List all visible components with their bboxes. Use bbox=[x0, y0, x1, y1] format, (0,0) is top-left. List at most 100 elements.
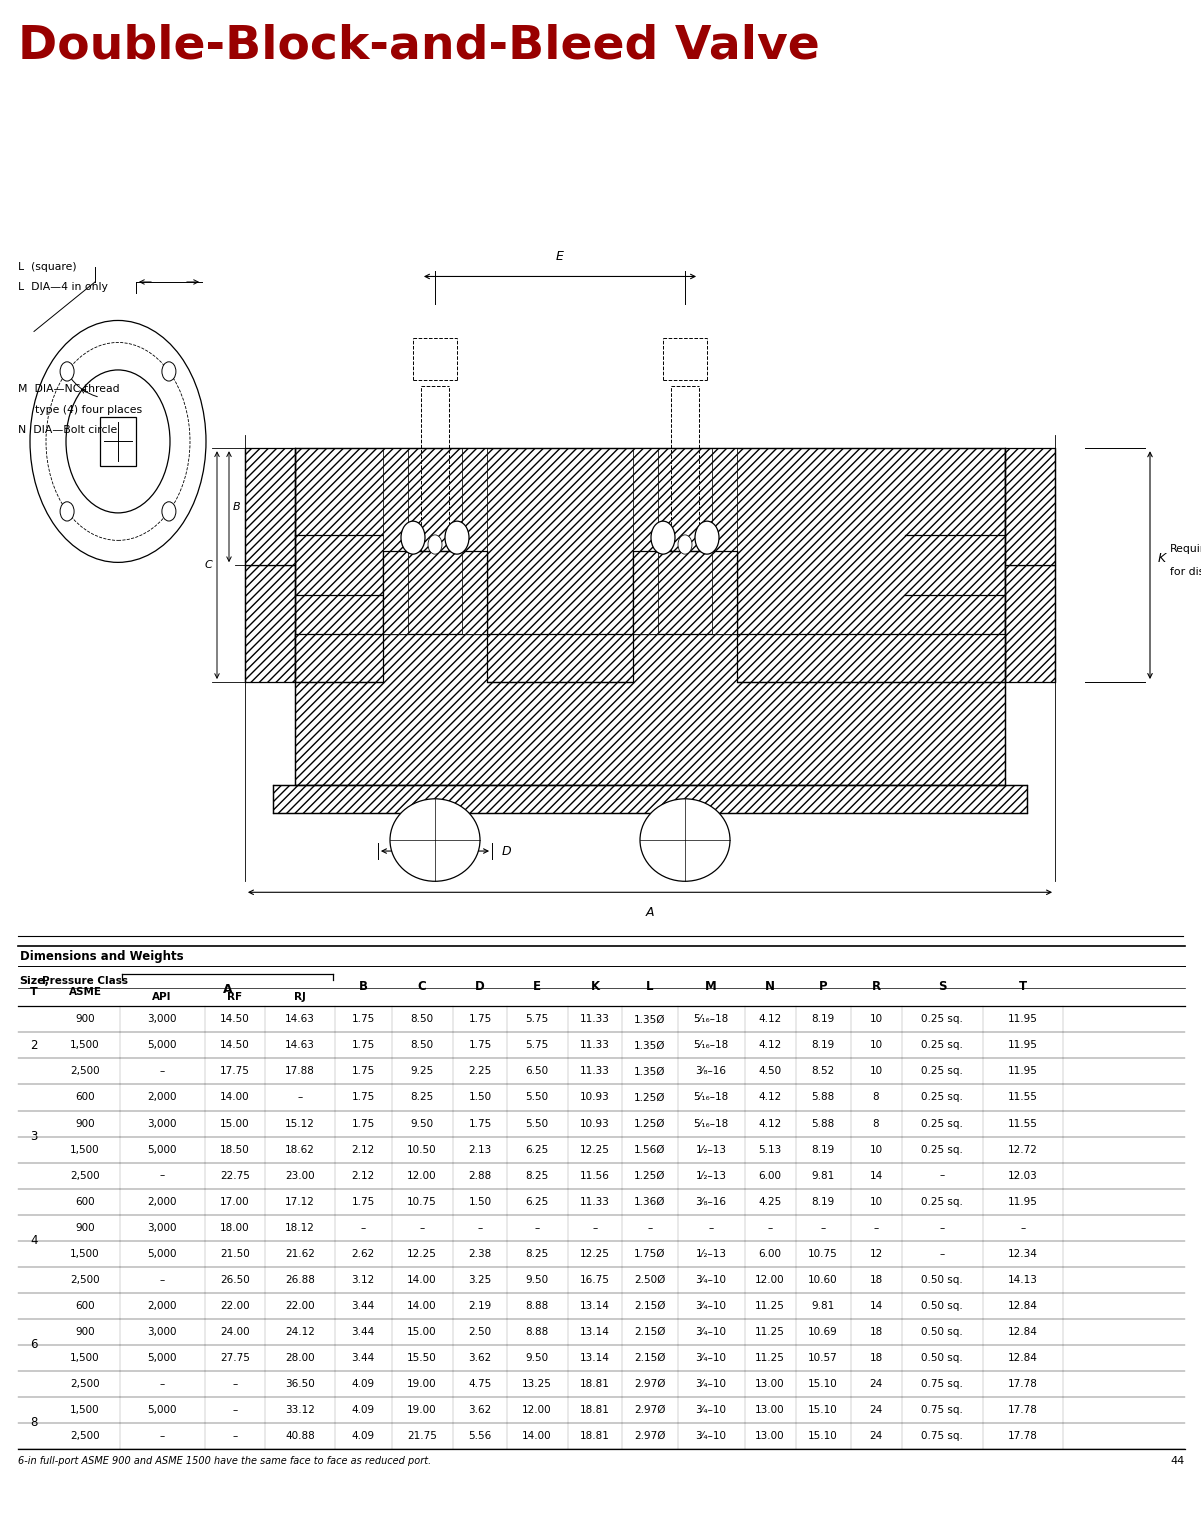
Text: 13.14: 13.14 bbox=[580, 1301, 610, 1310]
Text: E: E bbox=[556, 250, 564, 262]
Text: 17.78: 17.78 bbox=[1008, 1404, 1038, 1415]
Text: 2.97Ø: 2.97Ø bbox=[634, 1430, 665, 1441]
Text: 3⁄₄–10: 3⁄₄–10 bbox=[695, 1430, 727, 1441]
Bar bbox=[100, 417, 136, 467]
Text: 2.97Ø: 2.97Ø bbox=[634, 1404, 665, 1415]
Text: –: – bbox=[232, 1430, 238, 1441]
Text: 600: 600 bbox=[76, 1301, 95, 1310]
Text: 8.88: 8.88 bbox=[525, 1327, 549, 1336]
Text: 900: 900 bbox=[76, 1118, 95, 1129]
Text: 8.50: 8.50 bbox=[411, 1015, 434, 1024]
Polygon shape bbox=[737, 633, 1005, 682]
Text: RJ: RJ bbox=[294, 992, 306, 1003]
Text: 18: 18 bbox=[870, 1274, 883, 1285]
Text: 10.75: 10.75 bbox=[808, 1248, 838, 1259]
Text: 36.50: 36.50 bbox=[285, 1379, 315, 1389]
Text: E: E bbox=[533, 980, 540, 992]
Text: 15.00: 15.00 bbox=[407, 1327, 437, 1336]
Text: 6.50: 6.50 bbox=[526, 1067, 549, 1077]
Text: 11.95: 11.95 bbox=[1008, 1197, 1038, 1206]
Text: –: – bbox=[419, 1223, 425, 1233]
Text: 1.75: 1.75 bbox=[352, 1197, 375, 1206]
Text: K: K bbox=[591, 980, 599, 992]
Text: 0.50 sq.: 0.50 sq. bbox=[921, 1353, 963, 1364]
Polygon shape bbox=[383, 551, 486, 633]
Text: 900: 900 bbox=[76, 1327, 95, 1336]
Text: –: – bbox=[232, 1404, 238, 1415]
Text: 2.15Ø: 2.15Ø bbox=[634, 1327, 665, 1336]
Text: 2.12: 2.12 bbox=[352, 1171, 375, 1180]
Text: –: – bbox=[820, 1223, 825, 1233]
Text: 3.62: 3.62 bbox=[468, 1404, 491, 1415]
Text: 17.75: 17.75 bbox=[220, 1067, 250, 1077]
Text: 14.00: 14.00 bbox=[407, 1301, 437, 1310]
Text: 5⁄₁₆–18: 5⁄₁₆–18 bbox=[693, 1092, 729, 1103]
Text: 24: 24 bbox=[870, 1404, 883, 1415]
Text: 15.50: 15.50 bbox=[407, 1353, 437, 1364]
Text: 3⁄₄–10: 3⁄₄–10 bbox=[695, 1353, 727, 1364]
Text: 2,000: 2,000 bbox=[148, 1301, 177, 1310]
Text: 10: 10 bbox=[870, 1041, 883, 1050]
Text: API: API bbox=[153, 992, 172, 1003]
Text: 12.25: 12.25 bbox=[580, 1248, 610, 1259]
Text: 1,500: 1,500 bbox=[70, 1353, 100, 1364]
Text: 4.09: 4.09 bbox=[352, 1379, 375, 1389]
Circle shape bbox=[60, 362, 74, 382]
Text: 5,000: 5,000 bbox=[148, 1041, 177, 1050]
Text: 0.25 sq.: 0.25 sq. bbox=[921, 1015, 963, 1024]
Text: 12.34: 12.34 bbox=[1008, 1248, 1038, 1259]
Text: 2,000: 2,000 bbox=[148, 1092, 177, 1103]
Text: T: T bbox=[1018, 980, 1027, 992]
Text: 1.35Ø: 1.35Ø bbox=[634, 1041, 665, 1050]
Text: M  DIA—NC thread: M DIA—NC thread bbox=[18, 385, 120, 394]
Text: 4: 4 bbox=[30, 1235, 37, 1247]
Polygon shape bbox=[295, 633, 383, 682]
Text: 1⁄₂–13: 1⁄₂–13 bbox=[695, 1171, 727, 1180]
Text: 1.25Ø: 1.25Ø bbox=[634, 1118, 665, 1129]
Text: 3⁄₈–16: 3⁄₈–16 bbox=[695, 1197, 727, 1206]
Text: 15.00: 15.00 bbox=[220, 1118, 250, 1129]
Text: 8.88: 8.88 bbox=[525, 1301, 549, 1310]
Text: –: – bbox=[160, 1171, 165, 1180]
Text: 10.93: 10.93 bbox=[580, 1118, 610, 1129]
Text: –: – bbox=[767, 1223, 772, 1233]
Text: 1,500: 1,500 bbox=[70, 1144, 100, 1154]
Text: 600: 600 bbox=[76, 1092, 95, 1103]
Text: 3⁄₄–10: 3⁄₄–10 bbox=[695, 1327, 727, 1336]
Text: 24: 24 bbox=[870, 1379, 883, 1389]
Text: 15.12: 15.12 bbox=[285, 1118, 315, 1129]
Text: 8.25: 8.25 bbox=[525, 1171, 549, 1180]
Text: 3: 3 bbox=[30, 1130, 37, 1142]
Text: –: – bbox=[939, 1171, 945, 1180]
Text: 1.75: 1.75 bbox=[468, 1015, 491, 1024]
Text: 0.75 sq.: 0.75 sq. bbox=[921, 1404, 963, 1415]
Text: 1,500: 1,500 bbox=[70, 1248, 100, 1259]
Text: 11.25: 11.25 bbox=[755, 1353, 785, 1364]
Text: 0.75 sq.: 0.75 sq. bbox=[921, 1379, 963, 1389]
Text: 4.12: 4.12 bbox=[758, 1118, 782, 1129]
Text: RF: RF bbox=[227, 992, 243, 1003]
Text: 3.12: 3.12 bbox=[352, 1274, 375, 1285]
Text: 3⁄₄–10: 3⁄₄–10 bbox=[695, 1274, 727, 1285]
Text: 0.25 sq.: 0.25 sq. bbox=[921, 1197, 963, 1206]
Text: R: R bbox=[872, 980, 880, 992]
Circle shape bbox=[651, 521, 675, 554]
Text: 13.25: 13.25 bbox=[522, 1379, 552, 1389]
Text: 17.78: 17.78 bbox=[1008, 1430, 1038, 1441]
Text: 5.56: 5.56 bbox=[468, 1430, 491, 1441]
Text: 22.00: 22.00 bbox=[285, 1301, 315, 1310]
Ellipse shape bbox=[640, 798, 730, 882]
Text: 3.62: 3.62 bbox=[468, 1353, 491, 1364]
Text: 10.69: 10.69 bbox=[808, 1327, 838, 1336]
Text: 1,500: 1,500 bbox=[70, 1404, 100, 1415]
Text: D: D bbox=[476, 980, 485, 992]
Text: 11.25: 11.25 bbox=[755, 1327, 785, 1336]
Text: –: – bbox=[647, 1223, 652, 1233]
Text: –: – bbox=[873, 1223, 879, 1233]
Text: 0.25 sq.: 0.25 sq. bbox=[921, 1092, 963, 1103]
Text: 15.10: 15.10 bbox=[808, 1404, 838, 1415]
Text: 18.50: 18.50 bbox=[220, 1144, 250, 1154]
Polygon shape bbox=[245, 565, 295, 682]
Polygon shape bbox=[1005, 448, 1054, 565]
Text: 14.00: 14.00 bbox=[220, 1092, 250, 1103]
